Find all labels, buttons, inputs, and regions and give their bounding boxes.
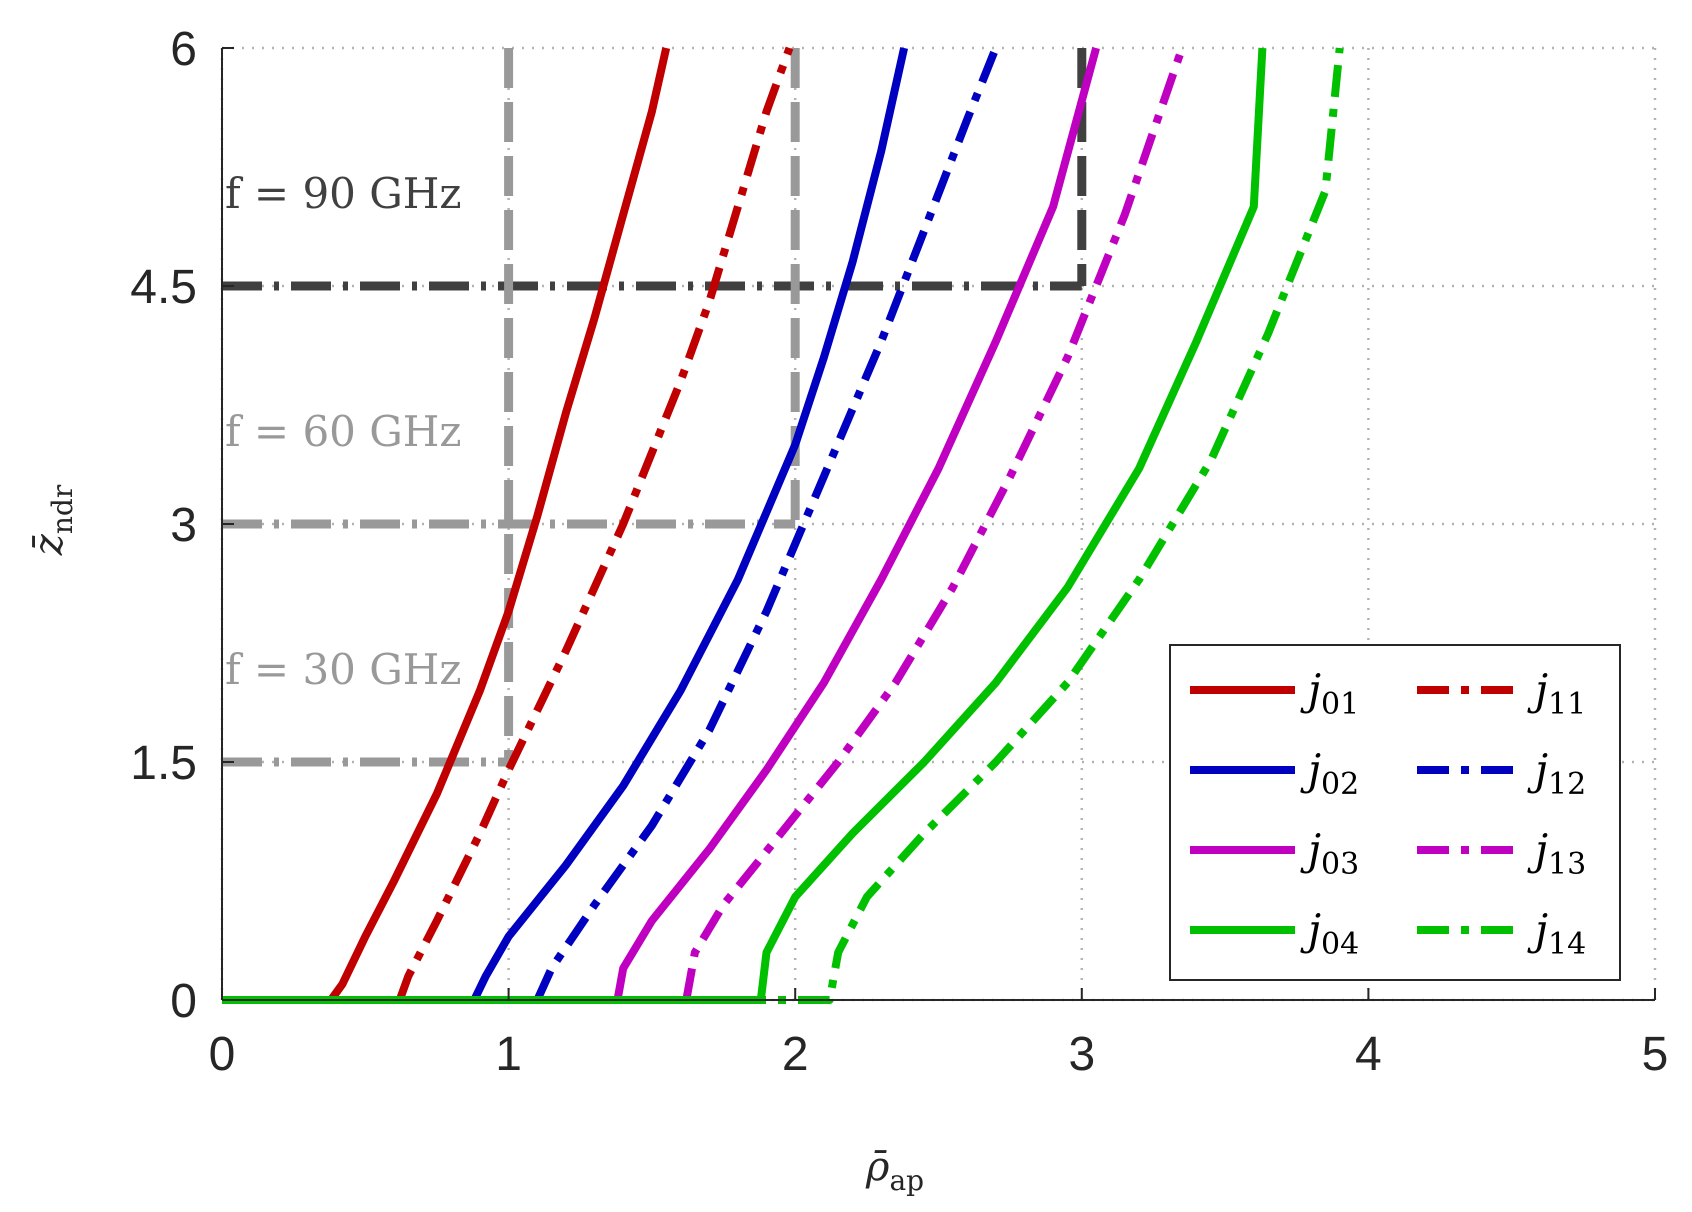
series-line-j02: [222, 47, 909, 1004]
x-tick-label: 2: [782, 1028, 809, 1081]
x-axis-label-symbol: ρ̄: [865, 1144, 890, 1190]
y-tick-label: 1.5: [130, 737, 197, 790]
y-axis-label-symbol: z̄: [26, 533, 72, 556]
legend-subscript: 12: [1548, 767, 1586, 802]
series-line-j13: [682, 46, 1186, 1001]
x-tick-label: 1: [495, 1028, 522, 1081]
y-tick-label: 6: [170, 23, 197, 76]
annotation-label: f = 90 GHz: [225, 169, 462, 218]
y-tick-label: 4.5: [130, 261, 197, 314]
series-line-j14: [222, 47, 1344, 1004]
annotation-label: f = 60 GHz: [225, 407, 462, 456]
legend-subscript: 03: [1321, 847, 1359, 882]
y-tick-label: 3: [170, 499, 197, 552]
legend-box: [1169, 644, 1621, 981]
x-tick-label: 3: [1068, 1028, 1095, 1081]
legend-subscript: 14: [1548, 927, 1586, 962]
x-tick-label: 5: [1642, 1028, 1669, 1081]
annotation-label: f = 30 GHz: [225, 645, 462, 694]
y-tick-label: 0: [170, 975, 197, 1028]
x-tick-label: 4: [1355, 1028, 1382, 1081]
x-axis-label-subscript: ap: [889, 1164, 924, 1197]
series-line-j11: [395, 46, 794, 1002]
series-line-j01: [222, 47, 671, 1004]
legend-subscript: 13: [1548, 847, 1586, 882]
x-axis-label: ρ̄ap: [865, 1144, 924, 1197]
data-series: [222, 46, 1344, 1004]
legend-subscript: 11: [1548, 687, 1586, 722]
series-line-j04: [222, 47, 1267, 1004]
series-line-j03: [222, 46, 1100, 1004]
x-tick-label: 0: [209, 1028, 236, 1081]
y-axis-label-subscript: ndr: [46, 484, 79, 534]
y-axis-label: z̄ndr: [26, 484, 79, 556]
legend-subscript: 02: [1321, 767, 1359, 802]
series-line-j12: [533, 46, 1000, 1002]
frequency-annotations: f = 90 GHz f = 60 GHz f = 30 GHz: [222, 48, 1087, 767]
legend-subscript: 04: [1321, 927, 1359, 962]
tick-labels: 0 1 2 3 4 501.534.56: [130, 23, 1668, 1081]
axes: [221, 47, 1656, 1001]
legend-subscript: 01: [1321, 687, 1359, 722]
